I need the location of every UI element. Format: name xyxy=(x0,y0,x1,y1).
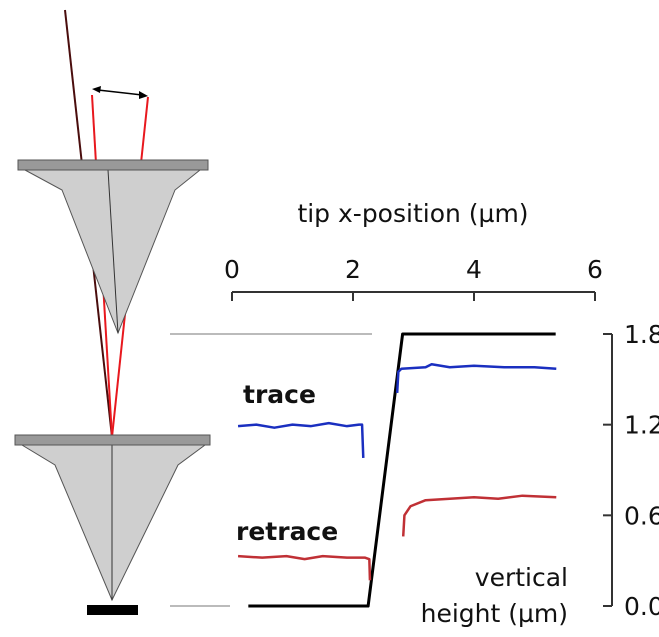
y-tick-label: 1.8 xyxy=(624,320,659,349)
arrow-head xyxy=(139,91,148,99)
x-tick-label: 2 xyxy=(345,255,361,284)
x-tick-label: 6 xyxy=(587,255,603,284)
x-tick-label: 0 xyxy=(224,255,240,284)
x-tick-label: 4 xyxy=(466,255,482,284)
y-tick-label: 0.6 xyxy=(624,501,659,530)
cantilever xyxy=(15,435,210,445)
series-line xyxy=(238,364,556,458)
tip xyxy=(22,445,205,600)
y-axis-title: height (µm) xyxy=(421,599,568,628)
y-tick-label: 0.0 xyxy=(624,592,659,621)
series-label: retrace xyxy=(236,517,338,546)
page: tip x-position (µm) 0 2 4 6 0.0 0.6 1.2 1.8 vert… xyxy=(0,0,659,637)
sample xyxy=(87,605,138,615)
figure: tip x-position (µm) 0 2 4 6 0.0 0.6 1.2 1.8 vert… xyxy=(0,0,659,637)
y-axis-title: vertical xyxy=(475,563,568,592)
series-label: trace xyxy=(243,380,316,409)
y-tick-label: 1.2 xyxy=(624,411,659,440)
arrow-head xyxy=(92,86,101,93)
plot: 0 2 4 6 0.0 0.6 1.2 1.8 vertical height (µm) trace… xyxy=(224,255,659,628)
arrow xyxy=(98,90,142,95)
x-axis-title: tip x-position (µm) xyxy=(297,199,528,228)
cantilever xyxy=(18,160,208,170)
